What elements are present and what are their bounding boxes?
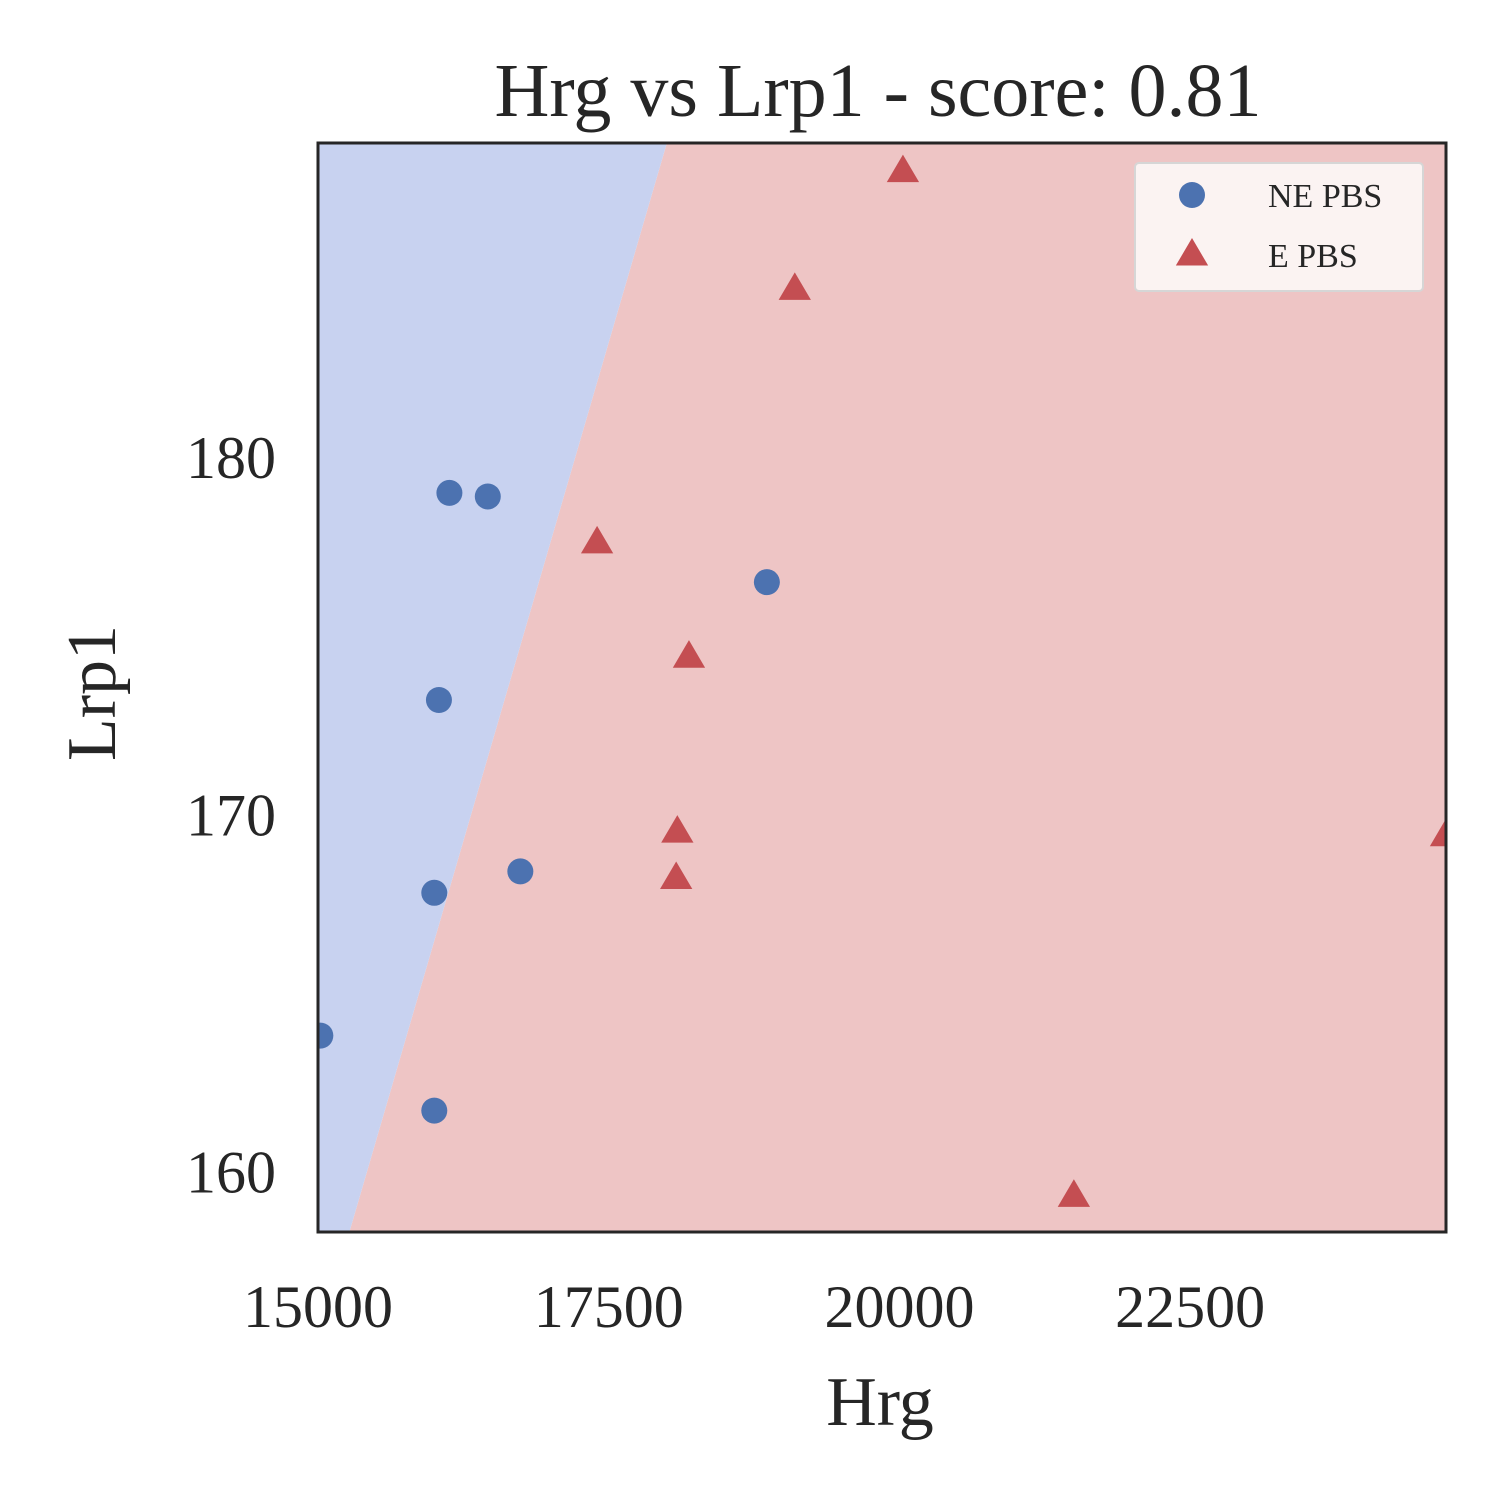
point-ne-pbs bbox=[507, 858, 534, 885]
y-axis-ticks: 160 170 180 bbox=[186, 425, 276, 1205]
y-axis-label: Lrp1 bbox=[54, 625, 131, 761]
legend: NE PBS E PBS bbox=[1134, 162, 1424, 292]
legend-label-ne-pbs: NE PBS bbox=[1268, 178, 1382, 215]
legend-label-e-pbs: E PBS bbox=[1268, 238, 1358, 275]
legend-box bbox=[1134, 162, 1424, 292]
x-tick-label: 15000 bbox=[243, 1274, 393, 1340]
y-tick-label: 160 bbox=[186, 1139, 276, 1205]
legend-marker-ne-pbs bbox=[1179, 182, 1205, 208]
point-e-pbs bbox=[778, 272, 811, 300]
chart-title: Hrg vs Lrp1 - score: 0.81 bbox=[495, 49, 1262, 133]
point-e-pbs bbox=[1057, 1179, 1091, 1207]
point-ne-pbs bbox=[421, 879, 448, 906]
point-e-pbs bbox=[661, 815, 694, 843]
x-tick-label: 17500 bbox=[534, 1274, 684, 1340]
y-tick-label: 170 bbox=[186, 782, 276, 848]
point-ne-pbs bbox=[318, 1022, 334, 1049]
region-ne-pbs bbox=[318, 143, 667, 1232]
point-ne-pbs bbox=[753, 569, 780, 596]
legend-marker-e-pbs bbox=[1175, 238, 1209, 266]
point-ne-pbs bbox=[425, 686, 452, 713]
point-e-pbs bbox=[672, 640, 706, 668]
point-ne-pbs bbox=[436, 479, 463, 506]
point-e-pbs bbox=[1429, 818, 1446, 847]
point-e-pbs bbox=[660, 861, 693, 890]
point-ne-pbs bbox=[474, 483, 501, 510]
decision-regions bbox=[318, 143, 1446, 1232]
data-points bbox=[318, 154, 1446, 1207]
y-tick-label: 180 bbox=[186, 425, 276, 491]
plot-frame bbox=[316, 141, 1448, 1234]
point-e-pbs bbox=[580, 525, 614, 554]
x-tick-label: 20000 bbox=[824, 1274, 974, 1340]
region-e-pbs bbox=[349, 143, 1446, 1232]
x-axis-ticks: 15000 17500 20000 22500 bbox=[243, 1274, 1265, 1340]
x-axis-label: Hrg bbox=[826, 1364, 934, 1441]
point-e-pbs bbox=[886, 154, 920, 183]
point-ne-pbs bbox=[421, 1097, 448, 1124]
x-tick-label: 22500 bbox=[1115, 1274, 1265, 1340]
